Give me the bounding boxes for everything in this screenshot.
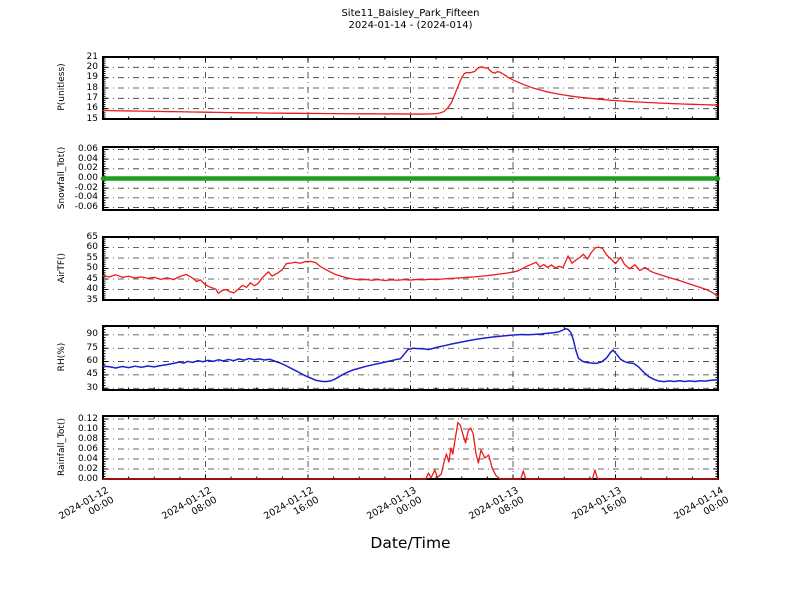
- y-tick-label: 21: [86, 51, 98, 62]
- x-axis-title: Date/Time: [370, 534, 451, 552]
- y-tick-label: 65: [86, 231, 98, 242]
- y-tick-label: 90: [86, 329, 98, 340]
- plot-panel-rainfall_tot: [102, 415, 719, 480]
- y-tick-label: 75: [86, 342, 98, 353]
- y-tick-label: 20: [86, 61, 98, 72]
- y-tick-label: 0.04: [77, 453, 98, 464]
- plot-panel-rh: [102, 325, 719, 391]
- y-axis-title: Rainfall_Tot(): [57, 417, 67, 476]
- plot-panel-snowfall_tot: [100, 146, 721, 211]
- y-tick-label: 60: [86, 356, 98, 367]
- y-tick-label: 0.04: [77, 153, 98, 164]
- y-tick-label: 15: [86, 113, 98, 124]
- y-tick-label: 0.02: [77, 463, 98, 474]
- y-tick-label: 19: [86, 72, 98, 83]
- y-tick-label: -0.06: [74, 202, 98, 213]
- y-tick-label: 30: [86, 382, 98, 393]
- y-tick-label: 60: [86, 242, 98, 252]
- plot-panel-p: [102, 56, 719, 120]
- chart-title: Site11_Baisley_Park_Fifteen: [341, 8, 480, 19]
- plot-panel-airtf: [102, 236, 719, 301]
- y-tick-label: -0.04: [74, 192, 98, 203]
- y-tick-label: 0.00: [77, 473, 98, 484]
- chart-title-block: Site11_Baisley_Park_Fifteen 2024-01-14 -…: [103, 8, 718, 32]
- y-tick-label: 16: [86, 103, 98, 114]
- y-tick-label: 45: [86, 369, 98, 380]
- y-tick-label: 17: [86, 92, 98, 103]
- y-tick-label: 0.06: [77, 143, 98, 154]
- y-tick-label: 0.02: [77, 163, 98, 174]
- y-tick-label: 18: [86, 82, 98, 93]
- y-tick-label: 45: [86, 273, 98, 284]
- y-tick-label: -0.02: [74, 182, 98, 193]
- y-tick-label: 0.12: [77, 413, 98, 424]
- y-tick-label: 0.08: [77, 433, 98, 444]
- y-tick-label: 40: [86, 284, 98, 294]
- y-tick-label: 50: [86, 263, 98, 273]
- chart-subtitle: 2024-01-14 - (2024-014): [348, 20, 473, 31]
- y-tick-label: 0.10: [77, 423, 98, 434]
- y-tick-label: 35: [86, 294, 98, 305]
- y-tick-label: 0.06: [77, 443, 98, 454]
- y-tick-label: 55: [86, 252, 98, 263]
- y-tick-label: 0.00: [77, 173, 98, 183]
